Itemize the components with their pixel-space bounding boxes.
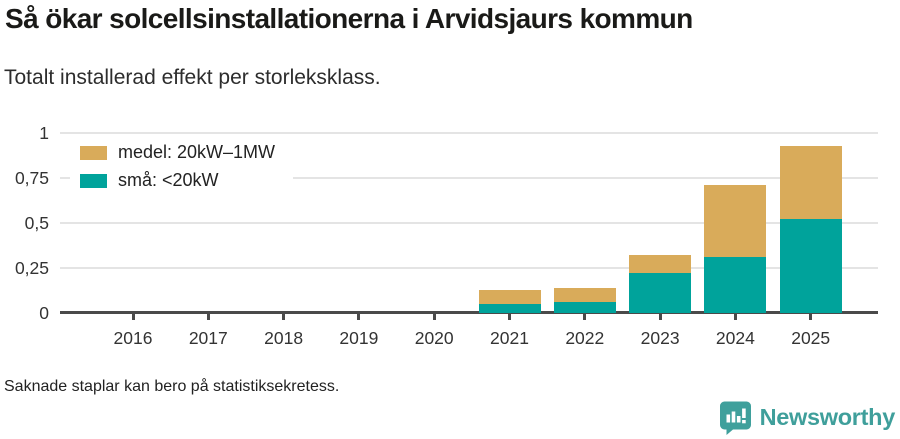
x-axis-tick-2025: [809, 313, 813, 320]
x-axis-label-2021: 2021: [490, 328, 529, 348]
x-axis-label-2022: 2022: [565, 328, 605, 348]
y-axis-label: 1: [39, 123, 49, 143]
legend-label: små: <20kW: [118, 170, 219, 190]
gridline-y-0.75: [60, 177, 878, 179]
x-axis-line: [60, 311, 878, 314]
gridline-y-1: [60, 132, 878, 134]
x-axis-label-2017: 2017: [188, 328, 228, 348]
chart-legend: medel: 20kW–1MW små: <20kW: [70, 135, 294, 198]
x-axis-tick-2017: [206, 313, 210, 320]
newsworthy-wordmark: Newsworthy: [759, 403, 896, 430]
x-axis-label-2024: 2024: [715, 328, 755, 348]
gridline-y-0.5: [60, 222, 878, 224]
x-axis-label-2018: 2018: [264, 328, 304, 348]
x-axis-tick-2023: [658, 313, 662, 320]
legend-swatch: [80, 173, 107, 188]
x-axis-tick-2016: [131, 313, 135, 320]
chart-subtitle: Totalt installerad effekt per storlekskl…: [4, 66, 381, 89]
bar-segment-2023: [629, 255, 692, 274]
legend-swatch: [80, 145, 107, 160]
bar-segment-2021: [478, 289, 541, 304]
bar-segment-2023: [629, 273, 692, 313]
x-axis-label-2020: 2020: [414, 328, 454, 348]
newsworthy-bubble-chart-icon: [718, 399, 753, 435]
x-axis-tick-2022: [583, 313, 587, 320]
plot-area: medel: 20kW–1MW små: <20kW 0 0,25 0,5 0,75 1 2…: [15, 123, 878, 348]
page-title: Så ökar solcellsinstallationerna i Arvid…: [5, 3, 693, 34]
y-axis-label: 0,5: [24, 213, 49, 233]
y-axis-label: 0,25: [14, 258, 49, 278]
legend-item: medel: 20kW–1MW: [80, 142, 275, 163]
bar-segment-2024: [704, 257, 767, 313]
y-axis-label: 0,75: [14, 168, 49, 188]
legend-label: medel: 20kW–1MW: [118, 142, 276, 162]
x-axis-label-2019: 2019: [339, 328, 379, 348]
x-axis-tick-2019: [357, 313, 361, 320]
bar-segment-2022: [553, 302, 616, 313]
x-axis-tick-2024: [733, 313, 737, 320]
x-axis-label-2025: 2025: [791, 328, 831, 348]
bar-segment-2025: [779, 219, 842, 313]
bar-segment-2022: [553, 287, 616, 303]
newsworthy-logo: Newsworthy: [718, 399, 895, 435]
x-axis-tick-2018: [282, 313, 286, 320]
footnote: Saknade staplar kan bero på statistiksek…: [4, 378, 340, 395]
gridline-y-0.25: [60, 267, 878, 269]
solar-installations-chart: medel: 20kW–1MW små: <20kW 0 0,25 0,5 0,75 1 2…: [15, 123, 878, 348]
bar-segment-2025: [779, 145, 842, 220]
x-axis-tick-2020: [432, 313, 436, 320]
bar-segment-2024: [704, 185, 767, 258]
y-axis-label: 0: [39, 303, 49, 323]
legend-item: små: <20kW: [80, 170, 275, 191]
x-axis-label-2023: 2023: [640, 328, 680, 348]
x-axis-tick-2021: [508, 313, 511, 320]
x-axis-label-2016: 2016: [113, 328, 153, 348]
bar-segment-2021: [478, 304, 541, 313]
